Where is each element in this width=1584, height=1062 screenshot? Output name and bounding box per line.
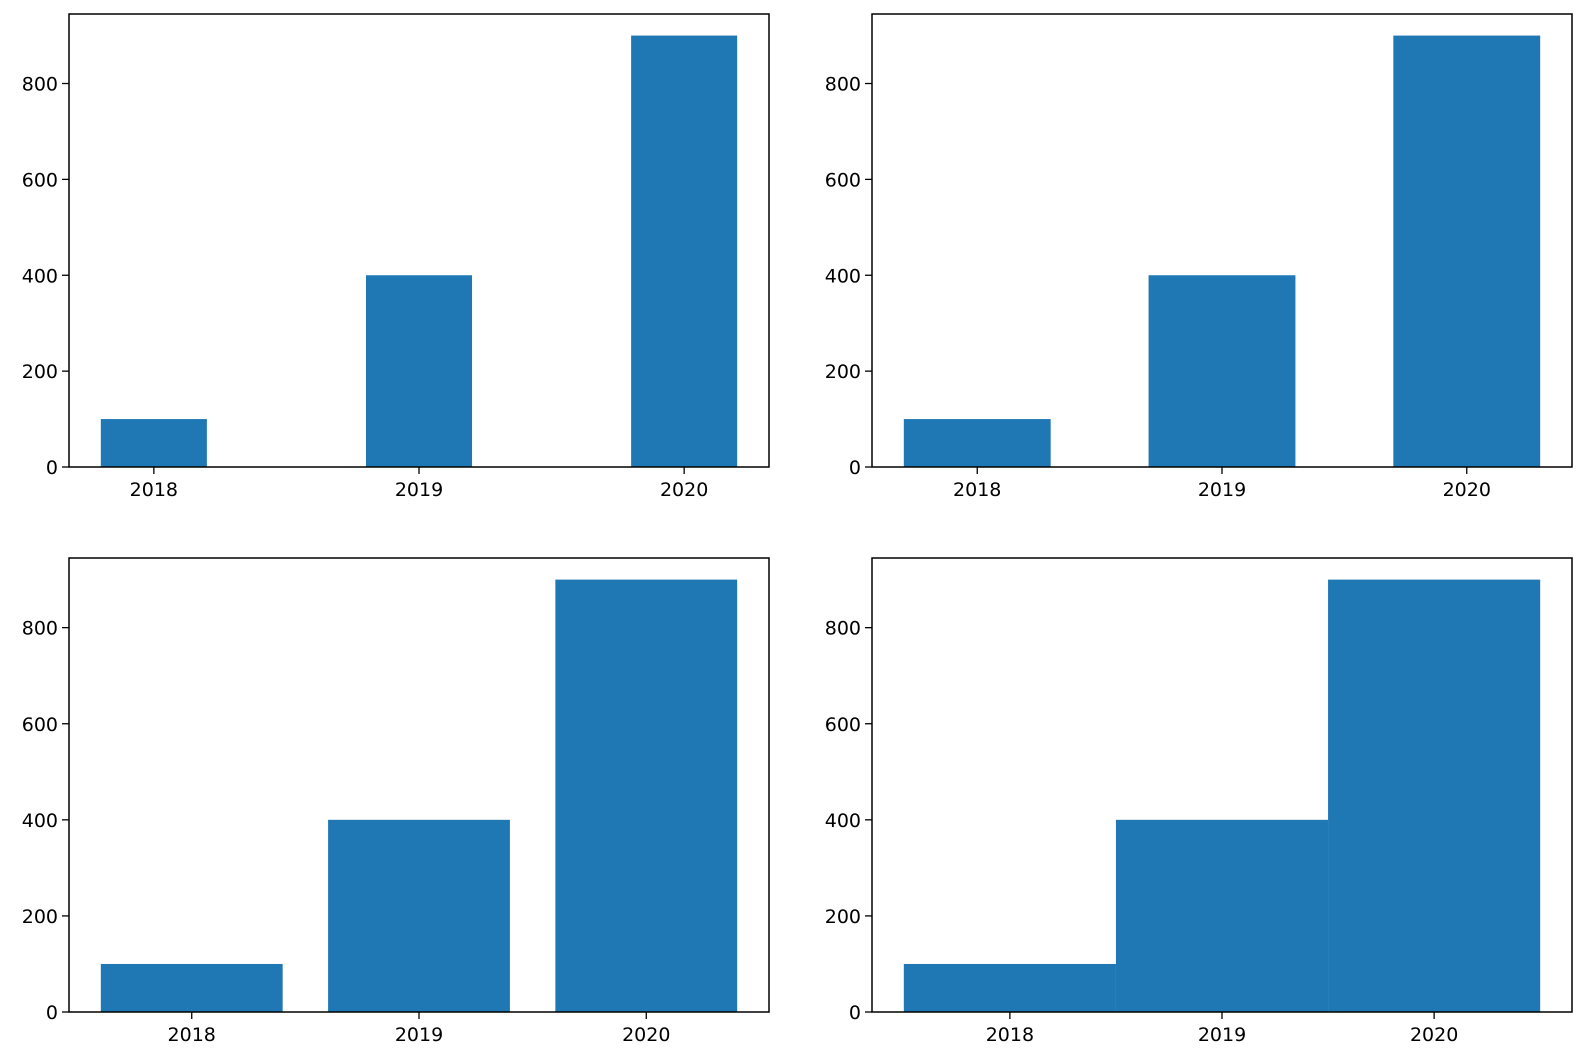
x-tick-label: 2019: [395, 1024, 443, 1046]
y-tick-label: 800: [825, 74, 861, 96]
bar-2020: [555, 579, 738, 1012]
y-tick-label: 600: [825, 169, 861, 191]
y-tick-label: 600: [22, 169, 58, 191]
bar-2019: [328, 819, 510, 1012]
y-tick-label: 800: [22, 74, 58, 96]
x-tick-label: 2019: [1198, 479, 1246, 501]
y-tick-label: 800: [22, 618, 58, 640]
bar-2018: [903, 419, 1051, 467]
bar-2019: [1115, 819, 1329, 1012]
bar-2019: [365, 275, 473, 467]
x-tick-label: 2018: [168, 1024, 216, 1046]
chart-panel-top-right: 0 200 400 600 800 2018 2019 2020: [825, 13, 1573, 501]
x-tick-label: 2019: [1198, 1024, 1246, 1046]
bar-2020: [631, 35, 738, 467]
x-tick-label: 2018: [130, 479, 178, 501]
x-tick-label: 2020: [660, 479, 708, 501]
bar-2018: [100, 963, 283, 1012]
x-tick-label: 2020: [1443, 479, 1491, 501]
y-tick-label: 600: [825, 714, 861, 736]
chart-panel-top-left: 0 200 400 600 800 2018 2019 2020: [22, 13, 770, 501]
x-tick-label: 2020: [1410, 1024, 1458, 1046]
y-tick-label: 200: [22, 906, 58, 928]
y-tick-label: 400: [22, 265, 58, 287]
y-tick-label: 400: [22, 810, 58, 832]
y-tick-label: 600: [22, 714, 58, 736]
y-tick-label: 0: [46, 1002, 58, 1024]
bar-2020: [1393, 35, 1541, 467]
y-tick-label: 400: [825, 265, 861, 287]
bar-2018: [903, 963, 1116, 1012]
y-tick-label: 0: [849, 1002, 861, 1024]
bar-2018: [100, 419, 207, 467]
bar-2019: [1148, 275, 1296, 467]
x-tick-label: 2018: [953, 479, 1001, 501]
y-tick-label: 200: [825, 361, 861, 383]
y-tick-label: 0: [46, 457, 58, 479]
bar-2020: [1328, 579, 1541, 1012]
x-tick-label: 2020: [622, 1024, 670, 1046]
chart-panel-bottom-left: 0 200 400 600 800 2018 2019 2020: [22, 557, 770, 1046]
y-tick-label: 200: [825, 906, 861, 928]
y-tick-label: 200: [22, 361, 58, 383]
x-tick-label: 2019: [395, 479, 443, 501]
y-tick-label: 400: [825, 810, 861, 832]
x-tick-label: 2018: [986, 1024, 1034, 1046]
y-tick-label: 800: [825, 618, 861, 640]
y-tick-label: 0: [849, 457, 861, 479]
chart-panel-bottom-right: 0 200 400 600 800 2018 2019 2020: [825, 557, 1573, 1046]
